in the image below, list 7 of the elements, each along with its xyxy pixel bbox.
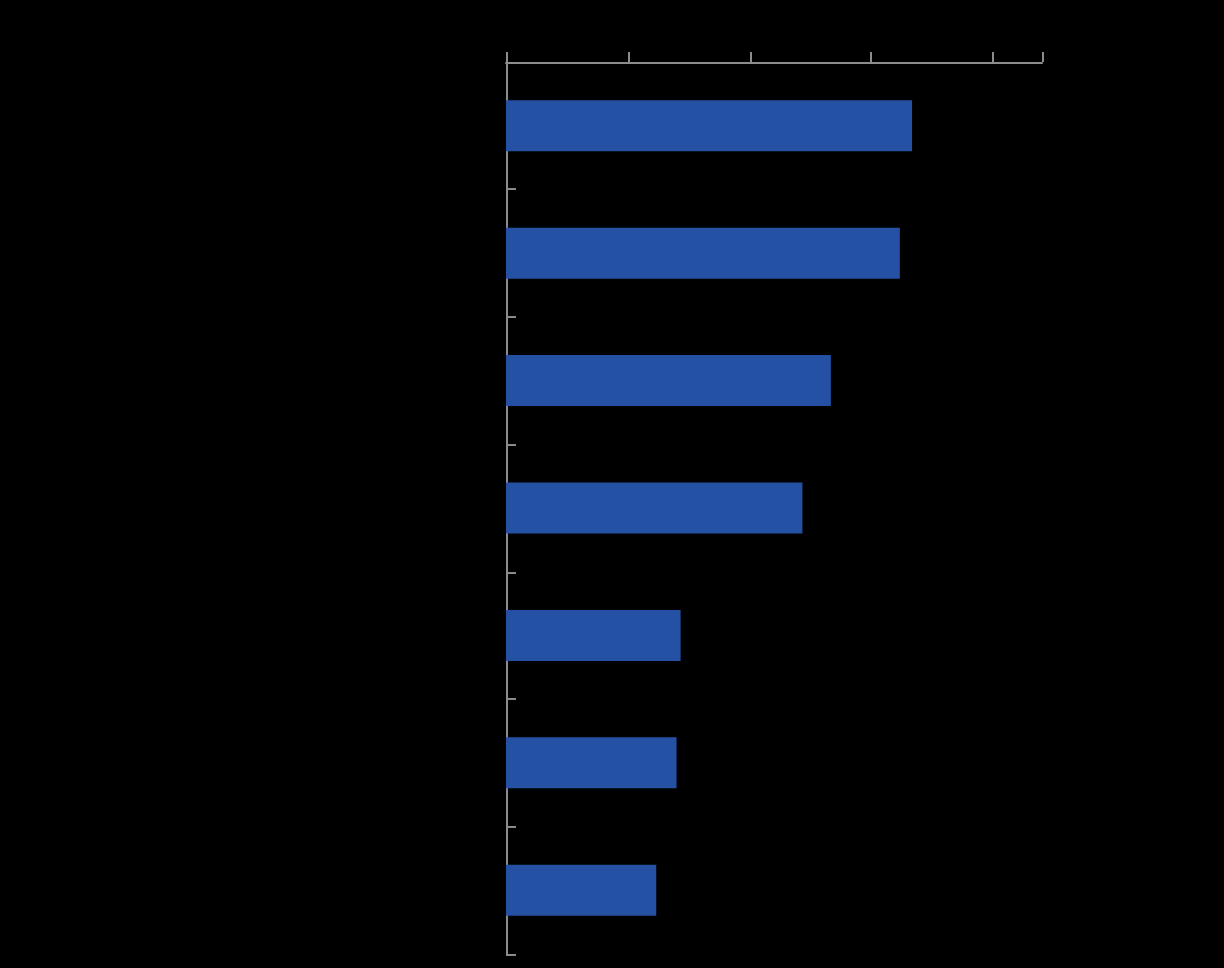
bar — [506, 864, 657, 916]
bar — [506, 100, 913, 152]
bar — [506, 482, 803, 534]
bar — [506, 227, 900, 279]
bar — [506, 609, 681, 661]
bar — [506, 355, 831, 407]
bar — [506, 737, 677, 789]
